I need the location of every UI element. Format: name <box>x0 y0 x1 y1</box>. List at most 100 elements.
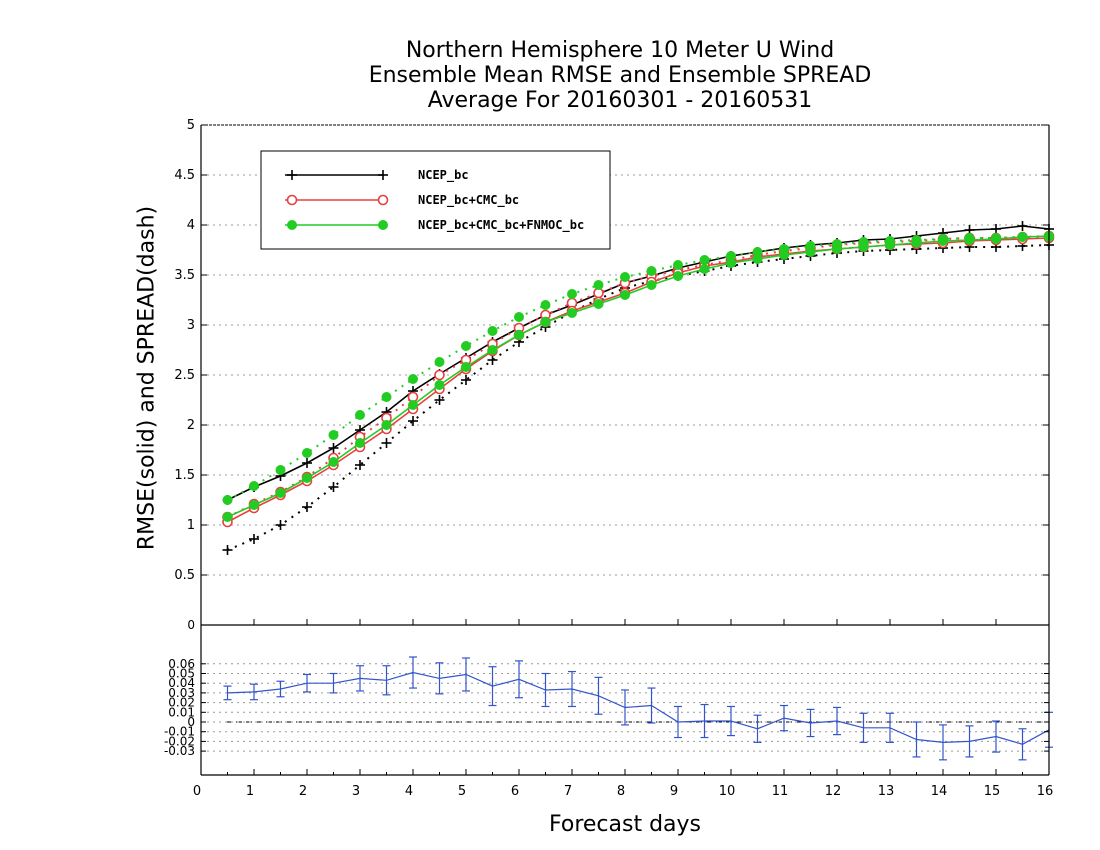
filled-circle-marker <box>328 430 339 440</box>
filled-circle-marker <box>328 457 339 467</box>
x-tick-label: 9 <box>670 784 678 799</box>
filled-circle-marker <box>726 258 736 268</box>
x-tick-label: 0 <box>193 784 201 799</box>
title-line-2: Ensemble Mean RMSE and Ensemble SPREAD <box>368 63 872 88</box>
y-tick-label: -0.03 <box>164 744 195 758</box>
filled-circle-marker <box>699 264 710 274</box>
series-spread-line <box>227 235 1050 518</box>
y-tick-label: 0.5 <box>174 568 195 583</box>
filled-circle-marker <box>222 495 233 505</box>
filled-circle-marker <box>832 244 842 254</box>
filled-circle-marker <box>461 341 471 351</box>
filled-circle-marker <box>646 280 657 290</box>
title-line-3: Average For 20160301 - 20160531 <box>427 88 813 113</box>
filled-circle-marker <box>434 380 445 390</box>
filled-circle-marker <box>752 254 763 264</box>
y-tick-label: 3 <box>187 318 195 333</box>
filled-circle-marker <box>355 438 365 448</box>
x-tick-label: 7 <box>564 784 572 799</box>
x-tick-label: 3 <box>352 784 360 799</box>
x-axis-label: Forecast days <box>548 812 702 837</box>
filled-circle-marker <box>514 312 524 322</box>
y-tick-label: 5 <box>187 118 195 133</box>
x-tick-label: 2 <box>299 784 307 799</box>
y-tick-label: 2 <box>187 418 195 433</box>
y-tick-label: 3.5 <box>174 268 195 283</box>
title-line-1: Northern Hemisphere 10 Meter U Wind <box>405 38 835 63</box>
filled-circle-marker <box>858 242 869 252</box>
filled-circle-marker <box>381 420 392 430</box>
filled-circle-marker <box>779 250 789 260</box>
y-tick-label: 4.5 <box>174 168 195 183</box>
filled-circle-marker <box>885 240 895 250</box>
legend-label: NCEP_bc+CMC_bc <box>418 193 519 208</box>
series-rmse-line <box>227 237 1050 523</box>
filled-circle-marker <box>302 473 312 483</box>
x-tick-label: 16 <box>1037 784 1054 799</box>
filled-circle-marker <box>222 512 233 522</box>
x-tick-label: 14 <box>931 784 948 799</box>
difference-panel <box>201 656 1053 761</box>
x-tick-label: 4 <box>405 784 413 799</box>
filled-circle-marker <box>991 234 1001 244</box>
filled-circle-marker <box>567 289 577 299</box>
filled-circle-marker <box>673 271 683 281</box>
open-circle-marker <box>377 194 389 206</box>
filled-circle-marker <box>249 481 259 491</box>
filled-circle-marker <box>514 330 524 340</box>
x-tick-label: 15 <box>984 784 1001 799</box>
filled-circle-marker <box>487 326 498 336</box>
x-axis: 0 1 2 3 4 5 6 7 8 9 10 11 12 13 14 15 16 <box>193 619 1053 799</box>
legend-label: NCEP_bc+CMC_bc+FNMOC_bc <box>418 218 584 233</box>
series-rmse-line <box>227 225 1050 501</box>
filled-circle-marker <box>355 410 365 420</box>
x-tick-label: 10 <box>719 784 736 799</box>
filled-circle-marker <box>381 392 392 402</box>
filled-circle-marker <box>287 220 297 230</box>
x-tick-label: 5 <box>458 784 466 799</box>
filled-circle-marker <box>275 488 286 498</box>
filled-circle-marker <box>699 255 710 265</box>
filled-circle-marker <box>620 290 630 300</box>
filled-circle-marker <box>487 345 498 355</box>
x-tick-label: 12 <box>825 784 842 799</box>
y-axis-label: RMSE(solid) and SPREAD(dash) <box>134 205 160 551</box>
y-tick-label: 1 <box>187 518 195 533</box>
filled-circle-marker <box>249 500 259 510</box>
filled-circle-marker <box>540 317 551 327</box>
open-circle-marker <box>286 194 298 206</box>
filled-circle-marker <box>593 299 604 309</box>
filled-circle-marker <box>461 362 471 372</box>
filled-circle-marker <box>408 400 418 410</box>
series-rmse-line <box>227 235 1050 518</box>
filled-circle-marker <box>646 266 657 276</box>
filled-circle-marker <box>302 448 312 458</box>
main-axes: 0.5 1 1.5 2 2.5 3 3.5 4 4.5 5 <box>174 118 1050 626</box>
filled-circle-marker <box>593 280 604 290</box>
filled-circle-marker <box>964 235 975 245</box>
filled-circle-marker <box>620 272 630 282</box>
y-tick-label: 1.5 <box>174 468 195 483</box>
y-tick-label: -0.02 <box>164 734 195 748</box>
series-spread-line <box>227 236 1049 501</box>
filled-circle-marker <box>434 357 445 367</box>
filled-circle-marker <box>408 374 418 384</box>
x-tick-label: 6 <box>511 784 519 799</box>
legend-label: NCEP_bc <box>418 168 469 183</box>
open-circle-marker <box>434 369 445 381</box>
y-tick-label: 0.05 <box>168 667 195 681</box>
y-tick-label: 4 <box>187 218 195 233</box>
y-tick-label: 0.01 <box>168 705 195 719</box>
filled-circle-marker <box>805 247 816 257</box>
y-tick-label: 0.04 <box>168 676 195 690</box>
filled-circle-marker <box>673 260 683 270</box>
difference-line <box>227 671 1050 745</box>
filled-circle-marker <box>911 238 922 248</box>
main-series-layer <box>222 221 1055 555</box>
y-tick-label: 0 <box>187 715 195 729</box>
x-tick-label: 11 <box>772 784 789 799</box>
filled-circle-marker <box>938 236 948 246</box>
y-tick-label: 2.5 <box>174 368 195 383</box>
y-tick-label: 0.06 <box>168 657 195 671</box>
legend: NCEP_bc NCEP_bc+CMC_bc NCEP_bc+CMC_bc+FNMO… <box>260 150 611 250</box>
